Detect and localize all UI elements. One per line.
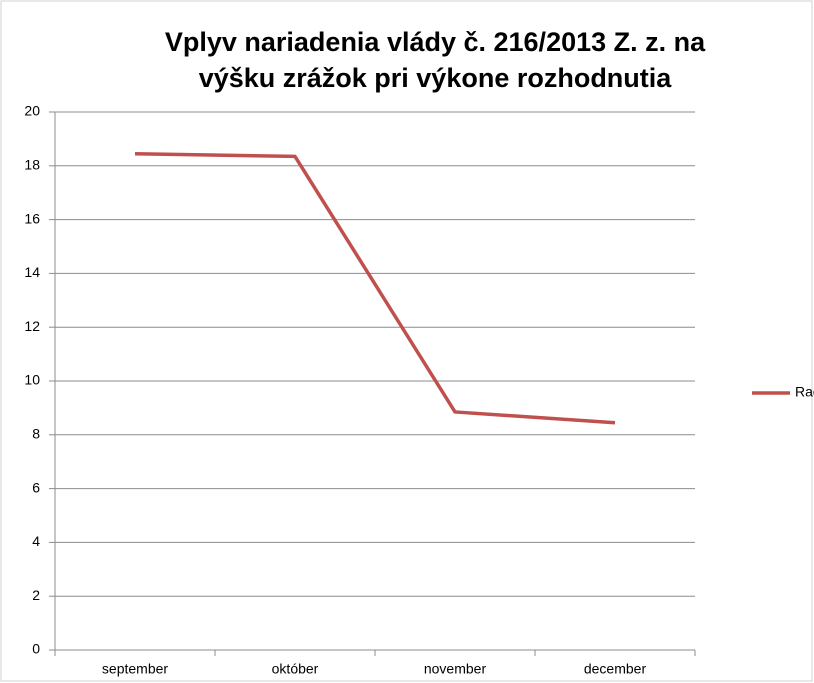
y-tick-label: 10 bbox=[24, 372, 40, 388]
line-series bbox=[134, 151, 616, 425]
y-tick-label: 6 bbox=[32, 479, 40, 495]
y-tick-label: 2 bbox=[32, 587, 40, 603]
x-tick-label: október bbox=[272, 661, 319, 677]
y-tick-label: 20 bbox=[24, 103, 40, 119]
y-tick-label: 12 bbox=[24, 318, 40, 334]
y-tick-label: 16 bbox=[24, 210, 40, 226]
y-tick-label: 18 bbox=[24, 157, 40, 173]
y-tick-label: 0 bbox=[32, 641, 40, 657]
y-tick-label: 8 bbox=[32, 426, 40, 442]
chart-title: Vplyv nariadenia vlády č. 216/2013 Z. z.… bbox=[164, 27, 706, 93]
x-tick-label: december bbox=[584, 661, 647, 677]
x-tick-label: november bbox=[424, 661, 487, 677]
y-tick-label: 4 bbox=[32, 533, 40, 549]
y-tick-label: 14 bbox=[24, 264, 40, 280]
x-tick-label: september bbox=[102, 661, 168, 677]
legend-label: Rad 1 bbox=[795, 384, 814, 400]
